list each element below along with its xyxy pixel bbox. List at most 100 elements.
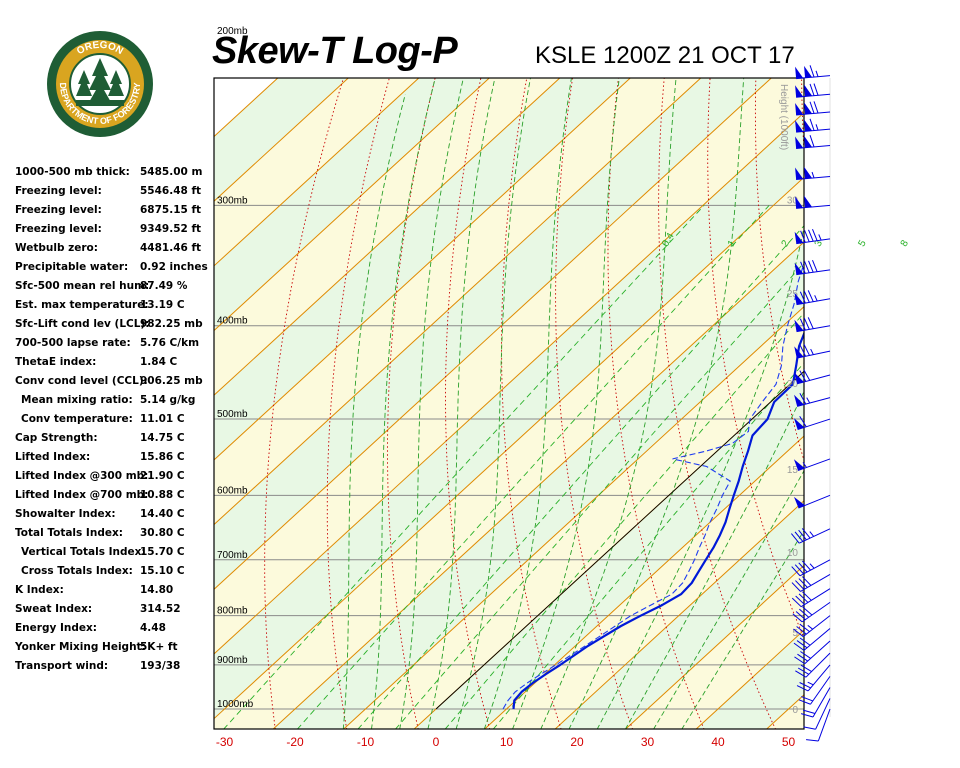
dry-adiabat xyxy=(933,0,960,729)
isotherm-line xyxy=(272,241,804,729)
isotherm-line xyxy=(343,306,804,729)
x-tick-label: 50 xyxy=(782,735,796,749)
isotherm-band xyxy=(214,78,804,654)
index-label: K Index: xyxy=(15,584,64,596)
wind-barb-full xyxy=(793,628,804,637)
pressure-label: 400mb xyxy=(217,316,248,327)
wind-barb-staff xyxy=(796,145,831,149)
wind-barb xyxy=(792,601,831,623)
wind-barb-full xyxy=(798,578,808,588)
index-label: Cap Strength: xyxy=(15,432,98,444)
tree-icon xyxy=(76,58,124,106)
wind-barb-staff xyxy=(796,93,831,98)
isotherm-line xyxy=(214,78,349,202)
wind-barb-full xyxy=(795,670,807,678)
index-label: Transport wind: xyxy=(15,660,109,672)
pressure-label: 500mb xyxy=(217,409,248,420)
wind-barb-full xyxy=(809,83,815,96)
index-value: 10.88 C xyxy=(140,489,185,501)
wind-pennant xyxy=(794,231,804,244)
wind-barb-full xyxy=(799,637,811,646)
moist-adiabat xyxy=(455,78,531,729)
wind-barb-full xyxy=(809,65,815,78)
plot-frame xyxy=(213,77,805,730)
height-tick-label: 15 xyxy=(787,465,799,476)
index-value: 1.84 C xyxy=(140,356,178,368)
wind-barb-full xyxy=(791,566,801,577)
wind-barb-full xyxy=(801,576,812,586)
wind-barb-full xyxy=(803,726,816,730)
wind-barb xyxy=(791,574,831,592)
wind-barb-full xyxy=(804,230,810,242)
dry-adiabat xyxy=(607,78,705,729)
wind-barb-full xyxy=(791,533,800,544)
wind-barb-full xyxy=(797,667,810,675)
index-label: Cross Totals Index: xyxy=(21,565,133,577)
index-value: 15.10 C xyxy=(140,565,185,577)
index-value: 6875.15 ft xyxy=(140,204,202,216)
mixing-ratio-line xyxy=(444,312,804,729)
dry-adiabat xyxy=(555,78,634,729)
wind-barb xyxy=(791,528,831,544)
wind-barb-full xyxy=(798,699,811,705)
index-value: 5546.48 ft xyxy=(140,185,202,197)
isotherm-band xyxy=(837,78,960,729)
wind-barb-full xyxy=(799,608,810,618)
wind-barb-half xyxy=(809,563,815,569)
wind-barb xyxy=(795,65,831,80)
height-tick-label: 0 xyxy=(792,705,798,716)
index-label: Est. max temperature: xyxy=(15,299,149,311)
wind-pennant xyxy=(804,102,813,115)
mixing-ratio-line xyxy=(223,205,705,729)
wind-barb xyxy=(794,317,831,333)
moist-adiabat xyxy=(596,224,804,729)
x-tick-label: 10 xyxy=(500,735,514,749)
index-value: 21.90 C xyxy=(140,470,185,482)
index-value: 0.92 inches xyxy=(140,261,208,273)
x-tick-label: 30 xyxy=(641,735,655,749)
wind-barb-full xyxy=(807,317,814,329)
height-tick-label: 10 xyxy=(787,548,799,559)
index-value: 193/38 xyxy=(140,660,181,672)
isotherm-line xyxy=(214,78,420,267)
wind-barb-full xyxy=(804,261,810,273)
index-label: Sfc-Lift cond lev (LCL): xyxy=(15,318,150,330)
wind-pennant xyxy=(804,119,813,132)
moist-adiabat xyxy=(371,78,436,729)
isotherm-line xyxy=(554,500,804,729)
wind-pennant xyxy=(794,262,804,275)
index-label: 700-500 lapse rate: xyxy=(15,337,131,349)
wind-barb-full xyxy=(799,318,806,331)
wind-barb xyxy=(793,628,831,651)
wind-barb-full xyxy=(801,560,811,571)
wind-barb xyxy=(795,83,831,98)
wind-barb-full xyxy=(799,623,810,633)
wind-barb xyxy=(796,664,831,692)
wind-barb-half xyxy=(811,171,815,179)
pressure-label: 800mb xyxy=(217,606,248,617)
wind-barb xyxy=(793,615,831,637)
index-label: Sweat Index: xyxy=(15,603,93,615)
wind-barb xyxy=(793,416,831,431)
parcel-line xyxy=(435,370,804,710)
index-value: 5485.00 m xyxy=(140,166,203,178)
index-label: Lifted Index @300 mb: xyxy=(15,470,149,482)
wind-barb-staff xyxy=(801,601,831,623)
wind-barb-full xyxy=(809,135,815,148)
dewpoint-trace xyxy=(502,261,804,710)
index-value: 15.70 C xyxy=(140,546,185,558)
wind-barb-full xyxy=(797,653,808,662)
height-tick-label: 20 xyxy=(787,379,799,390)
index-value: 5.76 C/km xyxy=(140,337,200,349)
wind-pennant xyxy=(795,196,804,209)
moist-adiabat xyxy=(399,78,464,729)
wind-barb xyxy=(806,708,831,742)
wind-pennant xyxy=(804,135,813,148)
wind-barb-half xyxy=(810,348,814,355)
index-value: 5.14 g/kg xyxy=(140,394,196,406)
wind-barb xyxy=(795,135,831,149)
wind-barb xyxy=(794,344,831,359)
wind-barb-full xyxy=(812,260,818,272)
wind-barb-full xyxy=(791,597,802,608)
